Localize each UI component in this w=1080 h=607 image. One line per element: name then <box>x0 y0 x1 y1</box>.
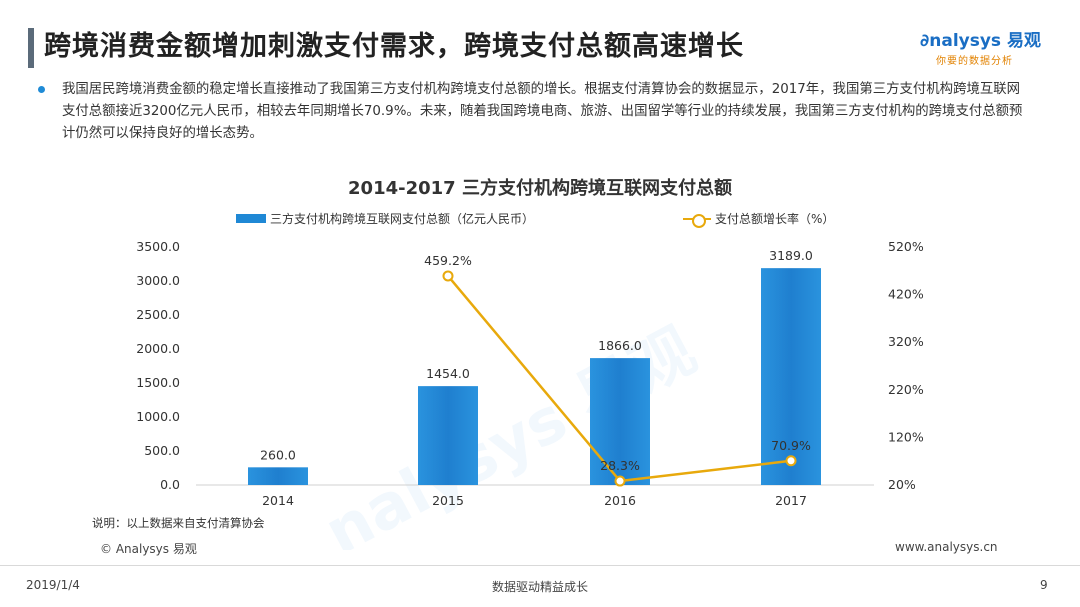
y-left-tick-label: 0.0 <box>160 477 180 492</box>
copyright-text: © Analysys 易观 <box>100 542 197 556</box>
growth-point <box>442 270 454 282</box>
website-link[interactable]: www.analysys.cn <box>895 540 998 554</box>
legend-line-swatch <box>683 213 711 228</box>
bullet-icon <box>38 86 45 93</box>
legend-item-line: 支付总额增长率（%） <box>683 210 835 228</box>
footer-divider <box>0 565 1080 566</box>
y-left-tick-label: 3000.0 <box>136 273 180 288</box>
growth-data-label: 459.2% <box>424 253 472 268</box>
bar-data-label: 260.0 <box>260 447 296 462</box>
chart-title: 2014-2017 三方支付机构跨境互联网支付总额 <box>348 178 732 199</box>
x-tick-label: 2015 <box>432 493 464 508</box>
y-left-tick-label: 500.0 <box>144 443 180 458</box>
legend-bar-swatch <box>236 214 266 223</box>
analysys-logo: ∂nalysys 易观 你要的数据分析 <box>920 26 1060 72</box>
bar-data-label: 3189.0 <box>769 248 813 263</box>
combo-chart: nalysys 易观0.0500.01000.01500.02000.02500… <box>136 239 924 550</box>
bar-data-label: 1454.0 <box>426 366 470 381</box>
logo-a-icon: ∂ <box>920 31 930 51</box>
x-tick-label: 2014 <box>262 493 294 508</box>
bar <box>248 467 308 485</box>
logo-brand-text: nalysys <box>929 31 1002 51</box>
page-number: 9 <box>1040 578 1048 592</box>
chart-legend: 三方支付机构跨境互联网支付总额（亿元人民币） 支付总额增长率（%） <box>0 210 1080 230</box>
bar <box>761 268 821 485</box>
y-right-tick-label: 20% <box>888 477 916 492</box>
description-text: 我国居民跨境消费金额的稳定增长直接推动了我国第三方支付机构跨境支付总额的增长。根… <box>62 82 1023 141</box>
y-right-tick-label: 220% <box>888 382 924 397</box>
legend-item-bar: 三方支付机构跨境互联网支付总额（亿元人民币） <box>236 210 534 227</box>
footer-date: 2019/1/4 <box>26 578 80 592</box>
logo-tagline: 你要的数据分析 <box>936 56 1013 67</box>
x-tick-label: 2017 <box>775 493 807 508</box>
growth-data-label: 28.3% <box>600 458 640 473</box>
logo-brand-cn: 易观 <box>1006 31 1041 51</box>
bar-data-label: 1866.0 <box>598 338 642 353</box>
legend-bar-label: 三方支付机构跨境互联网支付总额（亿元人民币） <box>270 212 535 226</box>
footer-slogan: 数据驱动精益成长 <box>491 580 588 594</box>
growth-point <box>785 455 797 467</box>
growth-point <box>614 475 626 487</box>
y-left-tick-label: 1500.0 <box>136 375 180 390</box>
title-accent-bar <box>28 28 34 68</box>
y-right-tick-label: 420% <box>888 287 924 302</box>
y-right-tick-label: 320% <box>888 334 924 349</box>
bar <box>590 358 650 485</box>
bar <box>418 386 478 485</box>
y-left-tick-label: 2000.0 <box>136 341 180 356</box>
y-left-tick-label: 1000.0 <box>136 409 180 424</box>
y-left-tick-label: 2500.0 <box>136 307 180 322</box>
source-note: 说明：以上数据来自支付清算协会 <box>92 516 265 530</box>
y-right-tick-label: 520% <box>888 239 924 254</box>
growth-data-label: 70.9% <box>771 438 811 453</box>
page-title: 跨境消费金额增加刺激支付需求，跨境支付总额高速增长 <box>44 31 744 62</box>
chart-container: nalysys 易观 0.0 500.0 1000.0 1500.0 2000.0 2500… <box>0 160 1080 550</box>
y-right-tick-label: 120% <box>888 429 924 444</box>
legend-line-label: 支付总额增长率（%） <box>715 212 835 226</box>
y-left-tick-label: 3500.0 <box>136 239 180 254</box>
x-tick-label: 2016 <box>604 493 636 508</box>
